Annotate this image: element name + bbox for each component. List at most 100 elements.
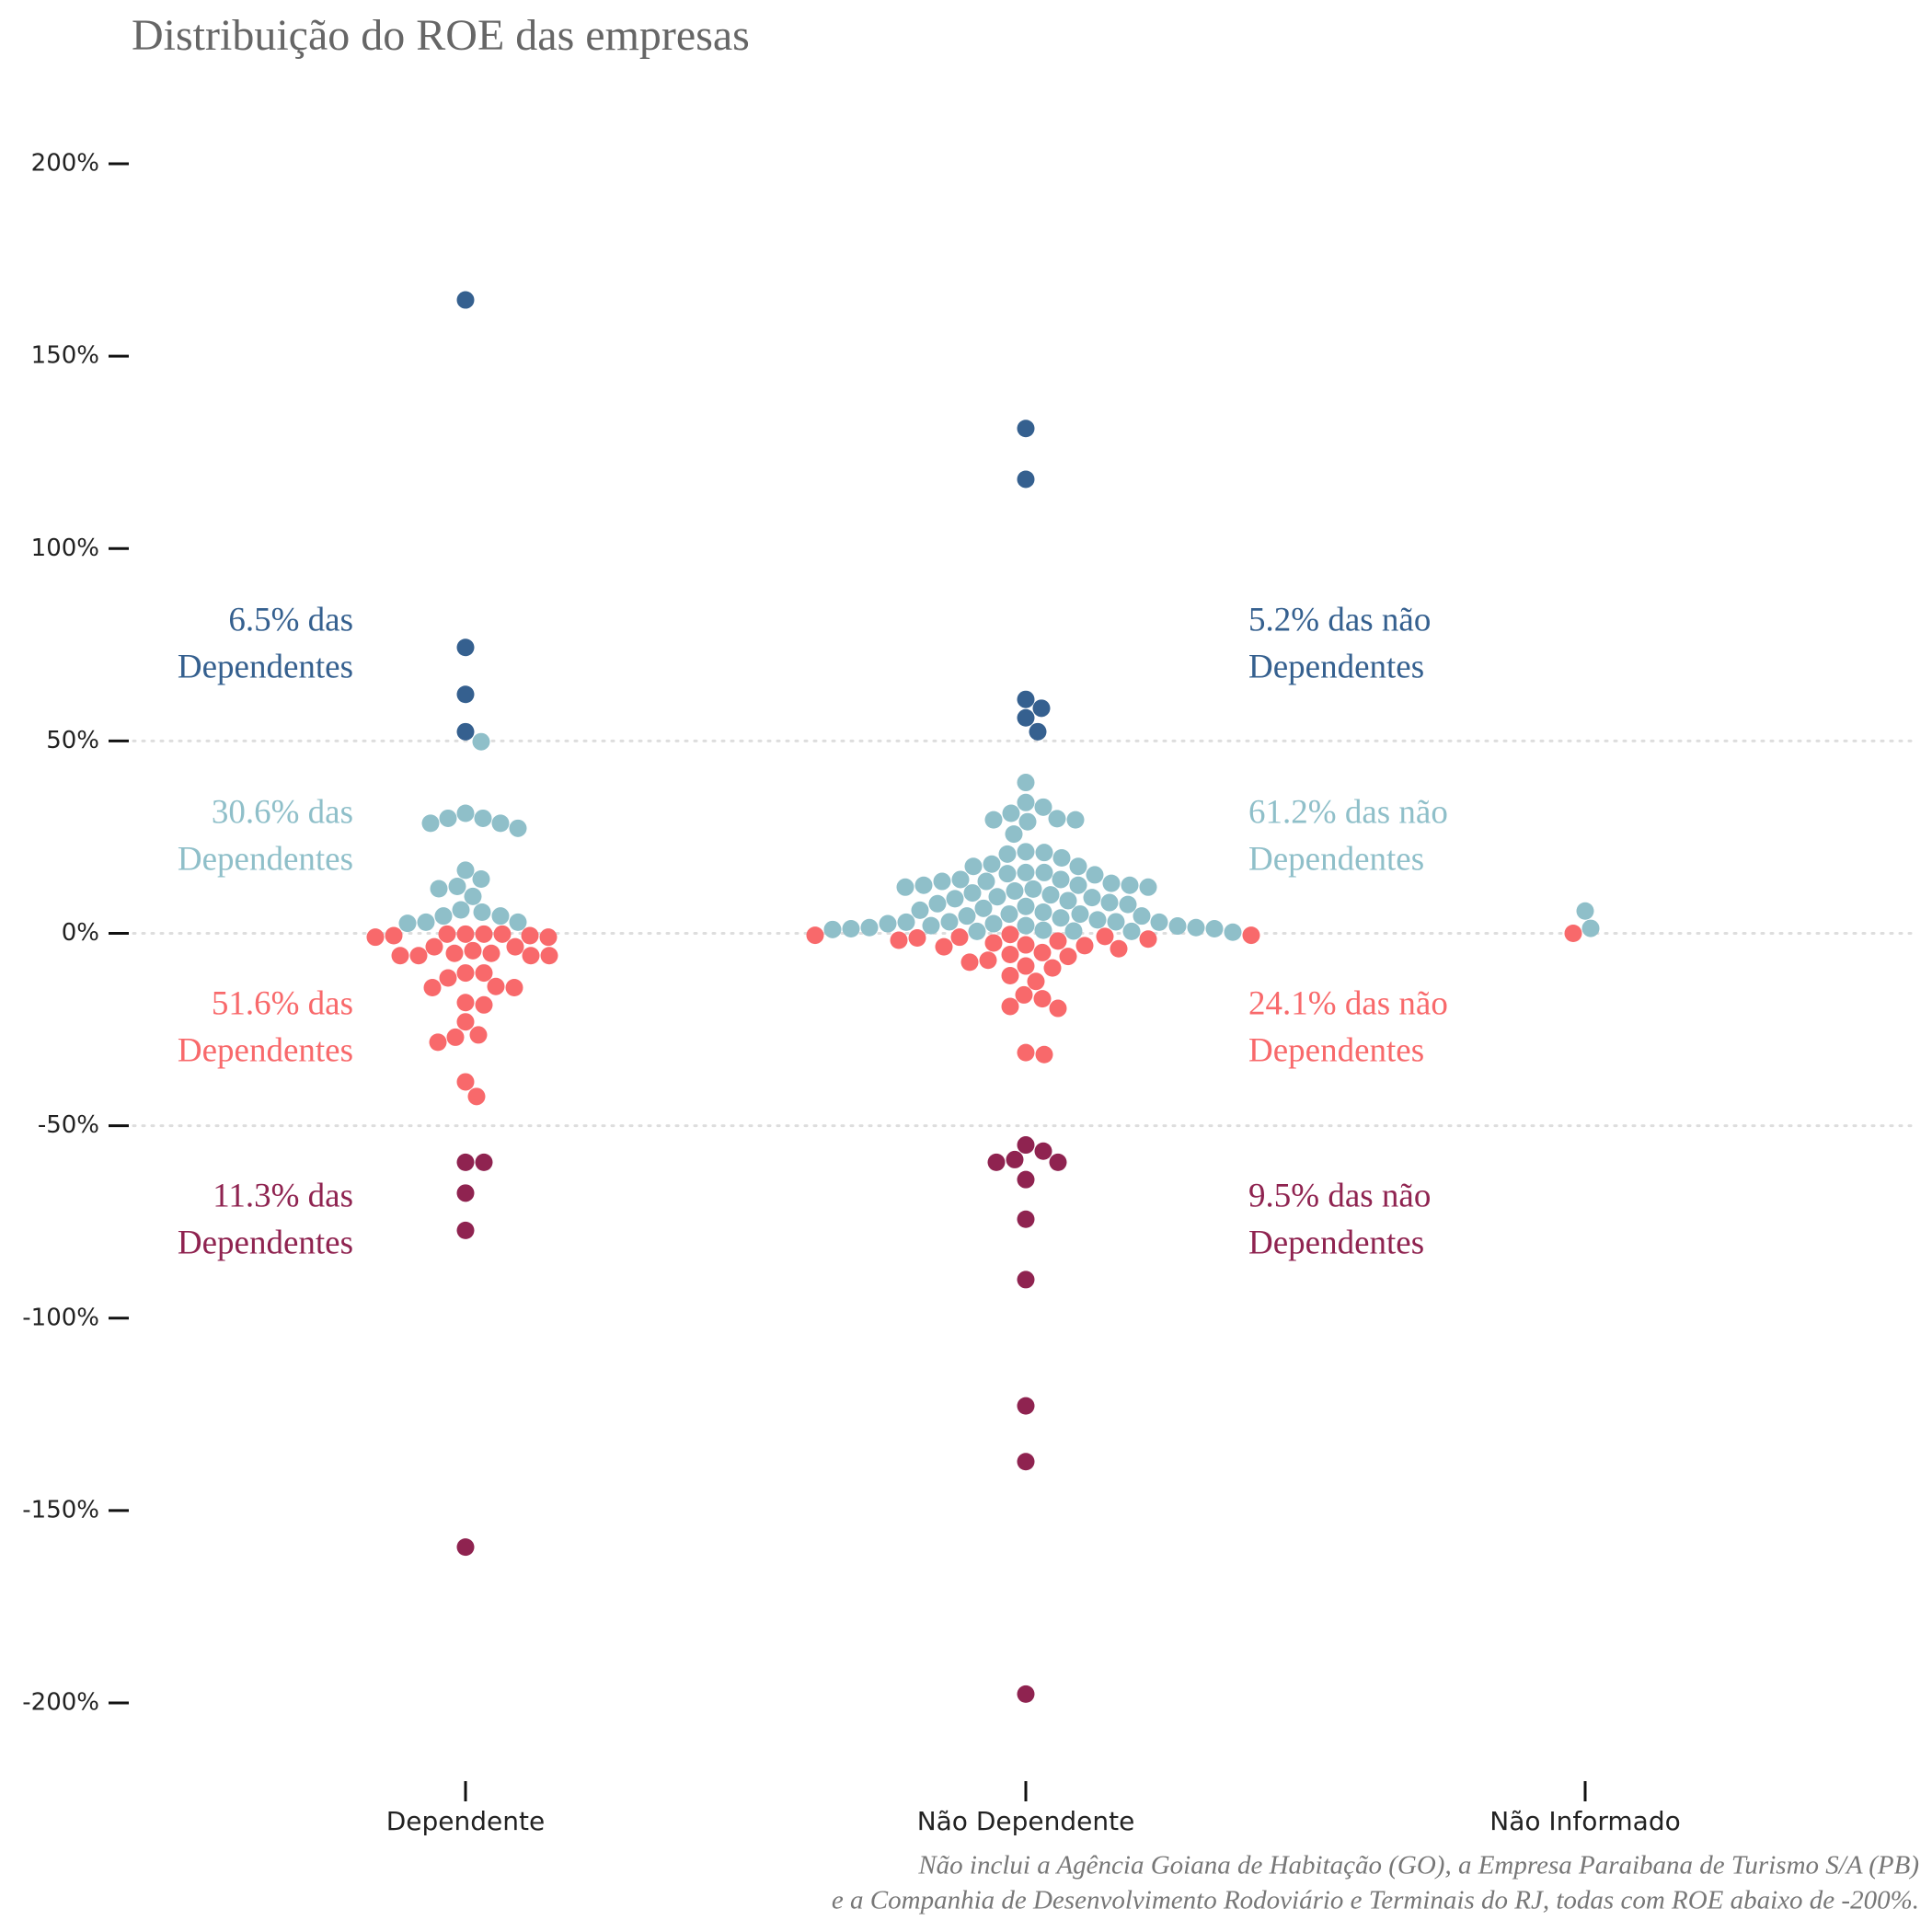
point	[911, 901, 929, 919]
point	[417, 913, 435, 931]
point	[1029, 722, 1047, 741]
chart-title: Distribuição do ROE das empresas	[132, 11, 750, 60]
point	[1052, 870, 1070, 889]
point	[425, 937, 443, 956]
point	[1006, 881, 1024, 900]
point	[1017, 1043, 1035, 1062]
point	[430, 880, 448, 898]
point	[1083, 889, 1101, 907]
point	[1015, 985, 1033, 1004]
point	[1017, 897, 1035, 915]
point	[1017, 1453, 1035, 1471]
point	[1564, 925, 1582, 942]
annotation: 5.2% das não	[1248, 601, 1431, 638]
point	[475, 1153, 493, 1171]
point	[922, 916, 940, 935]
point	[1121, 876, 1139, 894]
point	[366, 928, 385, 947]
point	[1017, 1210, 1035, 1228]
point	[456, 1153, 475, 1171]
point	[456, 291, 475, 309]
point	[1017, 1136, 1035, 1155]
point	[1139, 930, 1157, 949]
point	[1017, 793, 1035, 811]
point	[540, 947, 558, 965]
point	[897, 913, 915, 931]
point	[1033, 943, 1052, 961]
point	[1017, 470, 1035, 489]
point	[475, 995, 493, 1014]
point	[1017, 916, 1035, 935]
point	[448, 877, 466, 895]
y-tick-label: -50%	[38, 1111, 99, 1139]
y-tick-label: 0%	[62, 919, 99, 947]
point	[472, 732, 490, 751]
point	[1107, 913, 1125, 931]
point	[1100, 893, 1119, 912]
point	[1017, 843, 1035, 861]
y-tick-label: 100%	[31, 535, 99, 562]
point	[1032, 699, 1051, 718]
point	[806, 926, 824, 945]
point	[1001, 926, 1019, 944]
annotation: Dependentes	[178, 1031, 353, 1069]
point	[456, 994, 475, 1012]
point	[1052, 849, 1071, 868]
annotation: Dependentes	[178, 648, 353, 685]
point	[1133, 907, 1151, 926]
point	[456, 1184, 475, 1202]
point	[469, 1026, 488, 1044]
point	[984, 934, 1003, 952]
point	[1018, 812, 1037, 831]
point	[998, 865, 1017, 883]
point	[1041, 886, 1060, 904]
point	[1034, 798, 1052, 816]
point	[1034, 903, 1052, 921]
point	[1017, 1685, 1035, 1703]
point	[1059, 891, 1077, 910]
point	[998, 845, 1017, 863]
point	[456, 722, 475, 741]
point	[958, 907, 976, 926]
annotation: Dependentes	[178, 1224, 353, 1261]
point	[960, 953, 979, 972]
point	[1001, 997, 1019, 1016]
point	[1066, 811, 1085, 829]
y-tick-label: 150%	[31, 342, 99, 370]
point	[1017, 936, 1035, 954]
point	[823, 920, 842, 938]
point	[928, 894, 947, 913]
point	[1049, 1153, 1067, 1171]
point	[1034, 921, 1052, 939]
annotation: 51.6% das	[212, 984, 353, 1022]
point	[439, 809, 457, 827]
point	[1059, 948, 1077, 966]
point	[491, 814, 510, 833]
y-tick-label: -150%	[22, 1496, 99, 1524]
point	[1048, 810, 1066, 828]
point	[493, 925, 512, 943]
point	[951, 870, 970, 889]
point	[409, 947, 428, 965]
point	[1035, 844, 1053, 862]
annotation: 24.1% das não	[1248, 984, 1448, 1022]
point	[987, 1153, 1006, 1171]
y-tick-label: 50%	[46, 727, 99, 754]
point	[482, 944, 500, 962]
point	[474, 809, 492, 827]
point	[860, 918, 879, 937]
point	[933, 872, 951, 891]
point	[984, 811, 1003, 829]
point	[1119, 895, 1137, 914]
point	[472, 870, 490, 889]
point	[522, 947, 540, 965]
point	[1017, 1170, 1035, 1189]
point	[1034, 1142, 1052, 1160]
point	[456, 685, 475, 704]
point	[1122, 922, 1141, 940]
point	[890, 931, 908, 949]
point	[842, 919, 860, 937]
point	[487, 977, 505, 995]
point	[1035, 1045, 1053, 1064]
point	[509, 913, 527, 931]
